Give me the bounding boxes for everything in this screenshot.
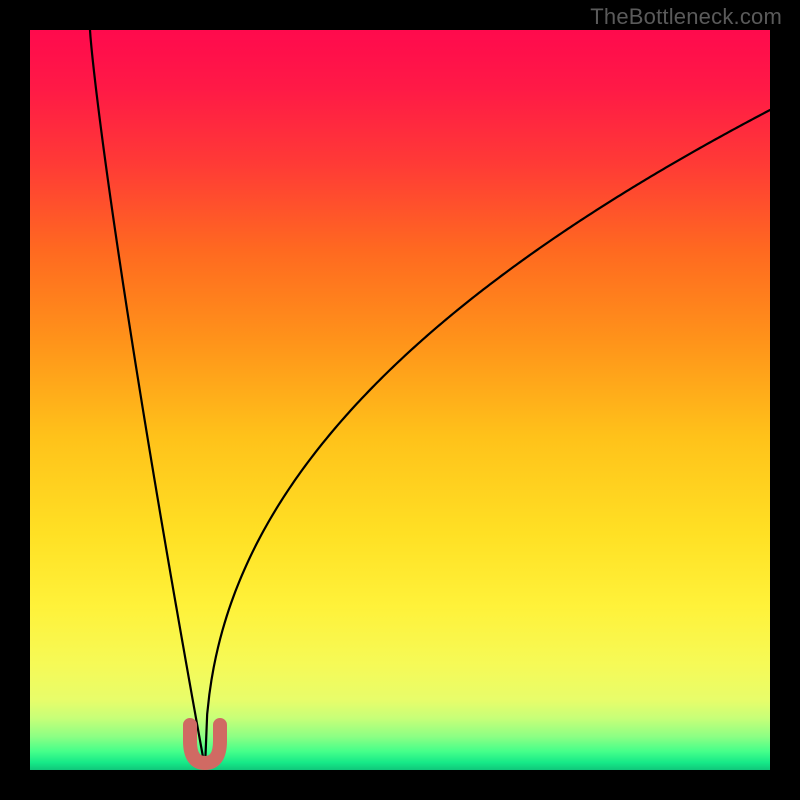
plot-svg: [30, 30, 770, 770]
watermark-label: TheBottleneck.com: [590, 4, 782, 30]
figure-frame: TheBottleneck.com: [0, 0, 800, 800]
plot-area: [30, 30, 770, 770]
